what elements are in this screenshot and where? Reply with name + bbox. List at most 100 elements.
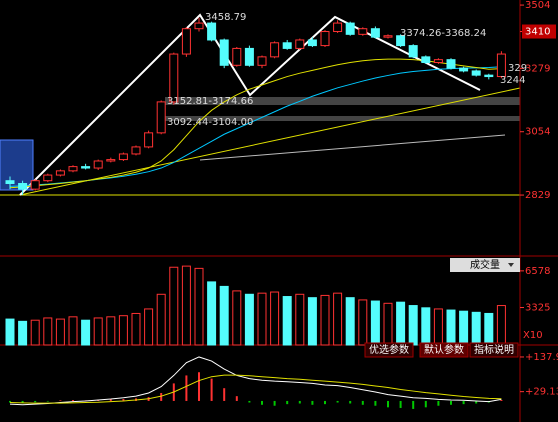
annotation: 3458.79 — [205, 12, 246, 23]
trend-line — [199, 134, 506, 161]
candle-body — [295, 39, 305, 49]
volume-bar — [43, 317, 53, 346]
y-tick-label: 3325 — [525, 303, 550, 314]
candle-body — [207, 22, 217, 41]
tab-bg[interactable] — [419, 342, 469, 358]
annotation: 3152.81-3174.66 — [167, 96, 253, 107]
annotation: 329 — [508, 63, 527, 74]
candle-body — [257, 56, 267, 66]
candle-body — [270, 42, 280, 58]
candle-body — [118, 153, 128, 161]
candle-body — [68, 166, 78, 172]
volume-bar — [333, 292, 343, 346]
candle-body — [169, 53, 179, 103]
candle-body — [81, 166, 91, 169]
annotation: 3374.26-3368.24 — [400, 28, 486, 39]
annotation: 3244 — [500, 75, 525, 86]
volume-bar — [106, 316, 116, 346]
candle-body — [181, 28, 191, 55]
wave-line — [19, 13, 481, 196]
volume-bar — [156, 293, 166, 346]
y-tick-label: +29.13 — [525, 387, 558, 398]
candle-body — [421, 56, 431, 63]
volume-bar — [484, 312, 494, 346]
candle-body — [219, 39, 229, 66]
volume-bar — [181, 265, 191, 346]
candle-body — [496, 53, 506, 78]
annotation: 3092.44-3104.00 — [167, 117, 253, 128]
gap-band — [165, 116, 520, 121]
volume-bar — [244, 293, 254, 346]
volume-bar — [320, 294, 330, 346]
candle-body — [484, 74, 494, 78]
candle-body — [194, 22, 204, 30]
selection-box — [0, 139, 34, 191]
volume-bar — [433, 308, 443, 346]
volume-bar — [219, 285, 229, 346]
indicator-line — [9, 356, 502, 406]
candle-body — [383, 35, 393, 38]
volume-bar — [207, 281, 217, 346]
indicator-line — [9, 58, 502, 189]
candle-body — [446, 59, 456, 69]
candle-body — [5, 180, 15, 185]
y-tick-label: 3279 — [525, 63, 550, 74]
current-price-box — [522, 24, 556, 39]
candle-body — [43, 174, 53, 182]
candle-body — [144, 132, 154, 148]
tab-bg[interactable] — [364, 342, 414, 358]
candle-body — [408, 45, 418, 58]
y-tick-label: 3410 — [525, 27, 550, 38]
volume-bar — [370, 300, 380, 346]
volume-bar — [282, 296, 292, 346]
tab[interactable]: 优选参数 — [364, 342, 414, 358]
tab-label[interactable]: 指标说明 — [474, 343, 514, 356]
volume-bar — [471, 311, 481, 346]
volume-bar — [144, 308, 154, 346]
indicator-line — [9, 374, 502, 404]
candle-body — [358, 28, 368, 35]
volume-bar — [131, 312, 141, 346]
volume-bar — [295, 293, 305, 346]
volume-bar — [383, 302, 393, 346]
candle-body — [370, 28, 380, 38]
candle-body — [131, 146, 141, 155]
volume-bar — [118, 315, 128, 346]
tab[interactable]: 默认参数 — [419, 342, 469, 358]
tab-label[interactable]: 默认参数 — [424, 343, 464, 356]
volume-bar — [232, 290, 242, 346]
candle-body — [232, 47, 242, 66]
tab-bg[interactable] — [469, 342, 519, 358]
volume-bar — [257, 292, 267, 346]
tab-label[interactable]: 优选参数 — [369, 343, 409, 356]
candle-body — [156, 101, 166, 134]
volume-bar — [194, 267, 204, 346]
volume-bar — [446, 309, 456, 346]
unit-label: X10 — [523, 330, 543, 341]
y-tick-label: 6578 — [525, 266, 550, 277]
candle-body — [18, 183, 28, 190]
volume-bar — [408, 305, 418, 346]
y-tick-label: 3504 — [525, 0, 550, 11]
gap-band — [165, 97, 520, 105]
tab[interactable]: 指标说明 — [469, 342, 519, 358]
dropdown-arrow — [508, 263, 514, 267]
volume-bar — [396, 301, 406, 346]
indicator-select[interactable] — [450, 258, 520, 272]
candle-body — [30, 180, 40, 190]
candle-body — [433, 59, 443, 63]
volume-bar — [459, 310, 469, 346]
y-tick-label: 2829 — [525, 190, 550, 201]
volume-bar — [5, 318, 15, 346]
indicator-name[interactable]: 成交量 — [470, 258, 500, 271]
volume-bar — [93, 317, 103, 346]
candle-body — [244, 47, 254, 66]
candle-body — [471, 70, 481, 76]
candle-body — [282, 42, 292, 49]
volume-bar — [18, 320, 28, 346]
volume-bar — [270, 291, 280, 346]
volume-bar — [81, 319, 91, 346]
layer-marks: 2829 3054 3279 3410 3504 3458.79 3374.26-3368.… — [5, 0, 558, 409]
candle-body — [93, 160, 103, 169]
